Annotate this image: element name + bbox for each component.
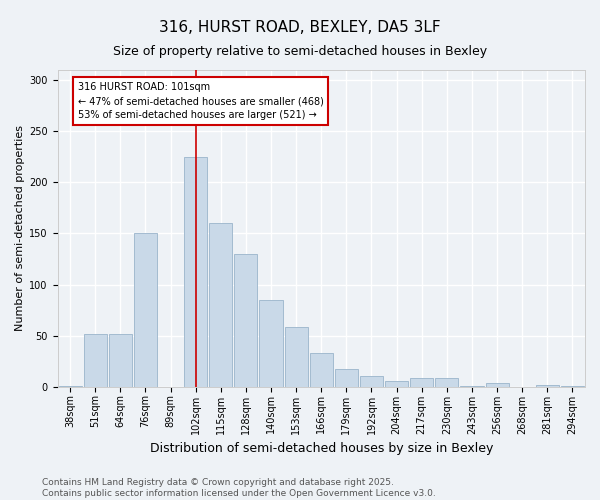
Text: 316, HURST ROAD, BEXLEY, DA5 3LF: 316, HURST ROAD, BEXLEY, DA5 3LF	[159, 20, 441, 35]
Bar	[360, 376, 383, 386]
Text: Size of property relative to semi-detached houses in Bexley: Size of property relative to semi-detach…	[113, 45, 487, 58]
Bar	[209, 223, 232, 386]
X-axis label: Distribution of semi-detached houses by size in Bexley: Distribution of semi-detached houses by …	[149, 442, 493, 455]
Bar	[335, 370, 358, 386]
Bar	[385, 380, 408, 386]
Text: 316 HURST ROAD: 101sqm
← 47% of semi-detached houses are smaller (468)
53% of se: 316 HURST ROAD: 101sqm ← 47% of semi-det…	[77, 82, 323, 120]
Y-axis label: Number of semi-detached properties: Number of semi-detached properties	[15, 126, 25, 332]
Bar	[134, 234, 157, 386]
Bar	[259, 300, 283, 386]
Bar	[536, 384, 559, 386]
Text: Contains HM Land Registry data © Crown copyright and database right 2025.
Contai: Contains HM Land Registry data © Crown c…	[42, 478, 436, 498]
Bar	[284, 328, 308, 386]
Bar	[485, 382, 509, 386]
Bar	[435, 378, 458, 386]
Bar	[235, 254, 257, 386]
Bar	[310, 353, 333, 386]
Bar	[184, 157, 207, 386]
Bar	[109, 334, 132, 386]
Bar	[83, 334, 107, 386]
Bar	[410, 378, 433, 386]
